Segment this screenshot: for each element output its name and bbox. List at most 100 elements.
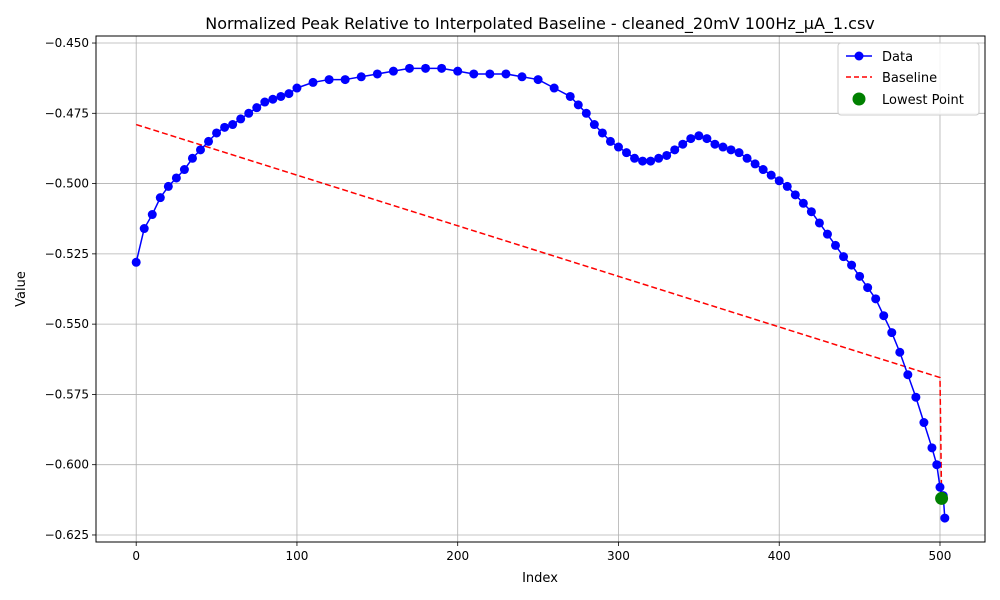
data-point xyxy=(244,108,254,118)
legend-lowest-marker xyxy=(852,92,866,106)
data-line xyxy=(135,67,946,519)
data-point xyxy=(790,190,800,200)
data-point xyxy=(236,114,246,124)
data-point xyxy=(734,148,744,158)
data-point xyxy=(187,153,197,163)
x-tick-label: 100 xyxy=(285,549,308,563)
data-point xyxy=(252,103,262,113)
data-point xyxy=(220,122,230,132)
data-point xyxy=(814,218,824,228)
y-tick-label: −0.475 xyxy=(45,106,89,120)
y-axis-label: Value xyxy=(14,271,29,307)
y-tick-label: −0.525 xyxy=(45,247,89,261)
data-point xyxy=(798,198,808,208)
data-point xyxy=(340,75,350,85)
data-point xyxy=(646,156,656,166)
data-point xyxy=(855,271,865,281)
data-point xyxy=(903,370,913,380)
data-point xyxy=(485,69,495,79)
y-tick-label: −0.625 xyxy=(45,528,89,542)
data-point xyxy=(131,257,141,267)
legend-label-lowest-point: Lowest Point xyxy=(882,93,964,108)
data-point xyxy=(830,240,840,250)
legend-data-marker xyxy=(854,51,864,61)
data-point xyxy=(437,63,447,73)
y-tick-label: −0.500 xyxy=(45,177,89,191)
data-point xyxy=(654,153,664,163)
data-point xyxy=(638,156,648,166)
data-point xyxy=(517,72,527,82)
data-point xyxy=(292,83,302,93)
data-point xyxy=(911,392,921,402)
data-point xyxy=(774,176,784,186)
legend-label-baseline: Baseline xyxy=(882,71,937,86)
x-tick-label: 0 xyxy=(132,549,140,563)
legend-label-data: Data xyxy=(882,50,913,65)
data-point xyxy=(806,207,816,217)
data-point xyxy=(195,145,205,155)
data-point xyxy=(533,75,543,85)
data-point xyxy=(766,170,776,180)
data-point xyxy=(589,120,599,130)
data-point xyxy=(163,181,173,191)
x-tick-label: 300 xyxy=(607,549,630,563)
data-point xyxy=(179,165,189,175)
data-point xyxy=(678,139,688,149)
data-point xyxy=(839,252,849,262)
data-point xyxy=(469,69,479,79)
data-point xyxy=(782,181,792,191)
data-point xyxy=(597,128,607,138)
baseline-series xyxy=(135,123,943,499)
data-point xyxy=(670,145,680,155)
data-point xyxy=(726,145,736,155)
data-point xyxy=(453,66,463,76)
data-point xyxy=(686,134,696,144)
lowest-point-layer xyxy=(935,491,949,505)
data-point xyxy=(155,193,165,203)
plot-area-frame xyxy=(95,35,986,543)
y-tick-label: −0.575 xyxy=(45,387,89,401)
data-point xyxy=(887,328,897,338)
chart-title: Normalized Peak Relative to Interpolated… xyxy=(205,14,875,34)
data-point xyxy=(935,482,945,492)
x-axis-ticks: 0 100 200 300 400 500 xyxy=(132,542,951,563)
x-tick-label: 500 xyxy=(929,549,952,563)
data-point xyxy=(662,150,672,160)
data-point xyxy=(565,91,575,101)
x-tick-label: 400 xyxy=(768,549,791,563)
data-point xyxy=(758,165,768,175)
data-point xyxy=(702,134,712,144)
data-point xyxy=(718,142,728,152)
data-point xyxy=(710,139,720,149)
data-point xyxy=(171,173,181,183)
y-tick-label: −0.450 xyxy=(45,36,89,50)
data-point xyxy=(694,131,704,141)
data-point xyxy=(212,128,222,138)
grid-lines xyxy=(96,36,985,542)
lowest-point-marker xyxy=(935,491,949,505)
data-point xyxy=(742,153,752,163)
data-point xyxy=(268,94,278,104)
y-axis-ticks: −0.625 −0.600 −0.575 −0.550 −0.525 −0.500 −0.4… xyxy=(45,36,96,542)
x-tick-label: 200 xyxy=(446,549,469,563)
data-point xyxy=(139,224,149,234)
data-point xyxy=(573,100,583,110)
data-point xyxy=(879,311,889,321)
y-tick-label: −0.600 xyxy=(45,458,89,472)
data-point xyxy=(622,148,632,158)
data-point xyxy=(388,66,398,76)
baseline-line xyxy=(135,123,943,499)
data-point xyxy=(605,136,615,146)
data-point xyxy=(927,443,937,453)
data-point xyxy=(260,97,270,107)
data-point xyxy=(308,77,318,87)
data-point xyxy=(919,418,929,428)
x-axis-label: Index xyxy=(522,571,558,586)
data-point xyxy=(847,260,857,270)
data-point xyxy=(356,72,366,82)
data-point xyxy=(940,513,950,523)
data-point xyxy=(871,294,881,304)
data-point xyxy=(276,91,286,101)
data-point xyxy=(372,69,382,79)
data-point xyxy=(147,210,157,220)
